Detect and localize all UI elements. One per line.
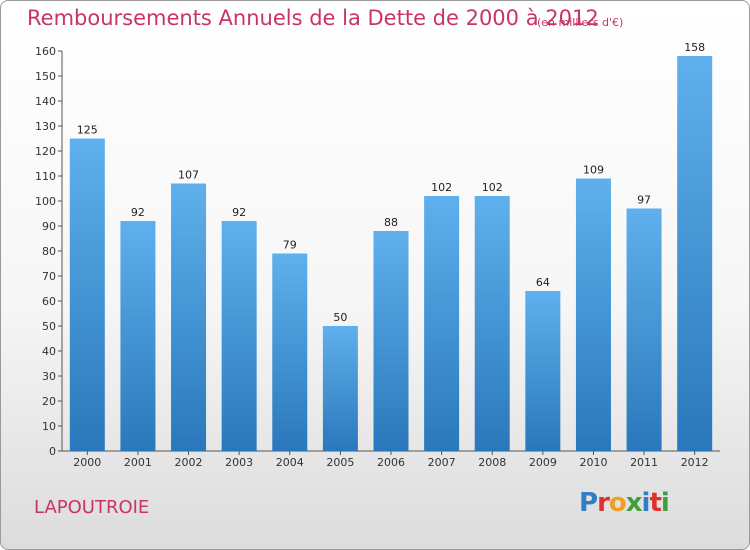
bar xyxy=(626,208,662,451)
y-tick-label: 160 xyxy=(35,45,56,58)
y-tick-label: 110 xyxy=(35,170,56,183)
y-tick-label: 10 xyxy=(42,420,56,433)
data-label: 79 xyxy=(283,239,297,252)
data-label: 88 xyxy=(384,216,398,229)
y-tick-label: 30 xyxy=(42,370,56,383)
x-tick-label: 2003 xyxy=(225,456,253,469)
bar xyxy=(575,178,611,451)
x-tick-label: 2002 xyxy=(175,456,203,469)
y-tick-label: 130 xyxy=(35,120,56,133)
logo-letter: r xyxy=(597,488,610,518)
logo-letter: i xyxy=(641,488,651,518)
data-label: 92 xyxy=(232,206,246,219)
x-tick-label: 2004 xyxy=(276,456,304,469)
y-tick-label: 90 xyxy=(42,220,56,233)
bar xyxy=(525,291,561,451)
bar xyxy=(373,231,409,451)
y-tick-label: 60 xyxy=(42,295,56,308)
bar xyxy=(69,138,105,451)
x-tick-label: 2007 xyxy=(428,456,456,469)
y-tick-label: 100 xyxy=(35,195,56,208)
bar xyxy=(171,183,207,451)
data-label: 107 xyxy=(178,169,199,182)
data-label: 97 xyxy=(637,194,651,207)
data-label: 109 xyxy=(583,164,604,177)
bars: 125 92 107 92 79 50 88 102 102 64 109 97 158 xyxy=(69,41,713,451)
bar xyxy=(120,221,156,451)
y-tick-label: 20 xyxy=(42,395,56,408)
data-label: 64 xyxy=(536,276,550,289)
x-tick-label: 2010 xyxy=(579,456,607,469)
x-tick-label: 2012 xyxy=(681,456,709,469)
data-label: 102 xyxy=(482,181,503,194)
bar xyxy=(322,326,358,451)
logo-letter: x xyxy=(625,488,643,518)
city-name: LAPOUTROIE xyxy=(34,497,150,518)
proxiti-logo: Proxiti xyxy=(579,488,670,518)
data-label: 92 xyxy=(131,206,145,219)
y-tick-label: 40 xyxy=(42,345,56,358)
chart-title: Remboursements Annuels de la Dette de 20… xyxy=(27,6,599,30)
x-tick-label: 2011 xyxy=(630,456,658,469)
logo-letter: o xyxy=(608,488,627,518)
bar xyxy=(424,196,460,451)
x-tick-label: 2000 xyxy=(73,456,101,469)
y-tick-label: 140 xyxy=(35,95,56,108)
y-tick-label: 120 xyxy=(35,145,56,158)
x-tick-label: 2001 xyxy=(124,456,152,469)
y-tick-label: 0 xyxy=(49,445,56,458)
chart-subtitle: (en milliers d'€) xyxy=(537,16,624,29)
y-tick-label: 150 xyxy=(35,70,56,83)
y-tick-label: 70 xyxy=(42,270,56,283)
data-label: 125 xyxy=(77,124,98,137)
bar xyxy=(677,56,713,451)
bar xyxy=(474,196,510,451)
logo-letter: P xyxy=(579,488,598,518)
y-tick-label: 80 xyxy=(42,245,56,258)
y-tick-label: 50 xyxy=(42,320,56,333)
logo-letter: i xyxy=(660,488,670,518)
x-tick-label: 2008 xyxy=(478,456,506,469)
bar xyxy=(221,221,257,451)
data-label: 158 xyxy=(684,41,705,54)
x-tick-label: 2005 xyxy=(326,456,354,469)
data-label: 102 xyxy=(431,181,452,194)
bar xyxy=(272,253,308,451)
data-label: 50 xyxy=(333,311,347,324)
x-tick-label: 2006 xyxy=(377,456,405,469)
axes: 0 10 20 30 40 50 60 70 80 90 100 110 120 130 140 150 160… xyxy=(35,45,720,469)
logo-letter: t xyxy=(649,488,661,518)
x-tick-label: 2009 xyxy=(529,456,557,469)
